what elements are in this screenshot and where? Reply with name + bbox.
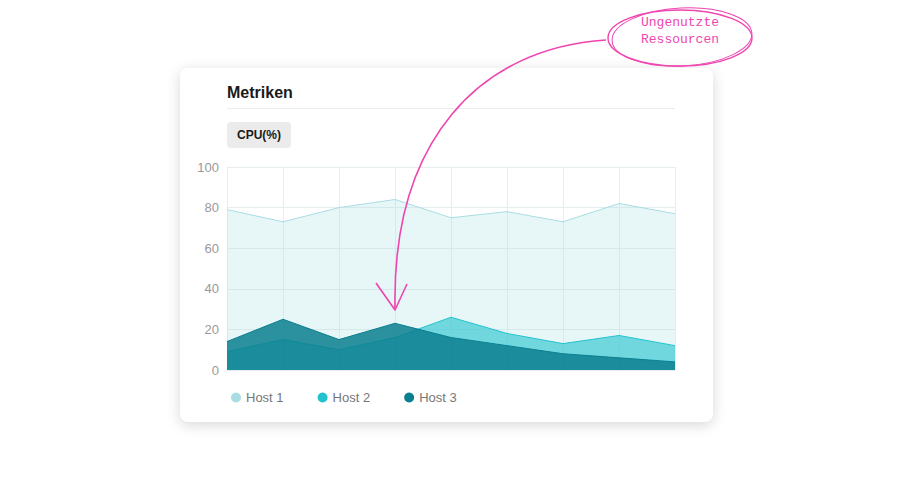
svg-text:100: 100 [197, 160, 219, 175]
svg-text:20: 20 [205, 322, 219, 337]
svg-text:60: 60 [205, 241, 219, 256]
html-text:Metriken: Metriken [227, 84, 293, 101]
svg-text:Host 3: Host 3 [419, 390, 457, 405]
html-text:Ungenutzte Ressourcen: Ungenutzte Ressourcen [641, 15, 719, 47]
svg-text:Host 1: Host 1 [246, 390, 284, 405]
svg-text:Host 2: Host 2 [333, 390, 371, 405]
svg-text:0: 0 [212, 363, 219, 378]
svg-text:80: 80 [205, 200, 219, 215]
svg-text:40: 40 [205, 281, 219, 296]
html-text:CPU(%): CPU(%) [237, 128, 281, 142]
